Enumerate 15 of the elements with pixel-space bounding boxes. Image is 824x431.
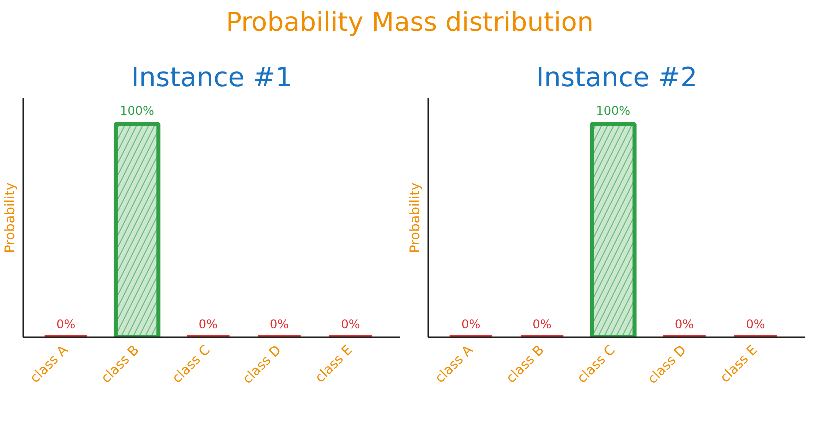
data-label: 100% — [120, 104, 154, 118]
data-label: 0% — [56, 318, 76, 332]
data-label: 0% — [746, 318, 766, 332]
data-label: 100% — [596, 104, 631, 118]
chart-title: Instance #2 — [536, 62, 698, 94]
chart-title: Instance #1 — [131, 62, 293, 94]
data-label: 0% — [341, 318, 360, 332]
y-axis-title: Probability — [408, 182, 424, 254]
data-label: 0% — [198, 318, 218, 332]
text: Probability Mass distribution — [225, 7, 595, 40]
data-label: 0% — [675, 318, 694, 332]
data-label: 0% — [462, 318, 481, 332]
y-axis-title: Probability — [4, 182, 18, 254]
data-label: 0% — [270, 318, 290, 332]
data-label: 0% — [532, 318, 552, 332]
